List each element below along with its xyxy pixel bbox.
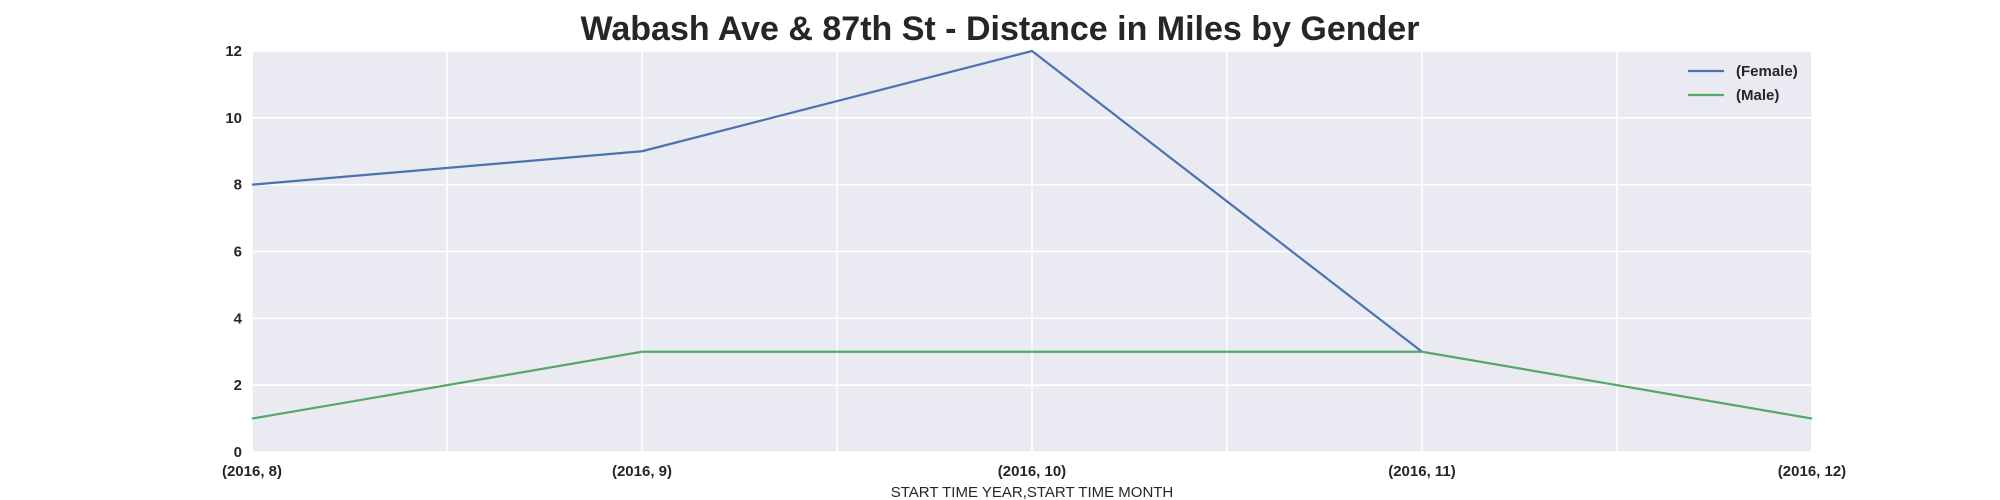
legend-label: (Male) [1736, 87, 1779, 104]
x-tick-label: (2016, 8) [222, 463, 282, 480]
y-tick-label: 0 [234, 444, 242, 461]
y-tick-label: 6 [234, 244, 242, 261]
y-tick-label: 10 [225, 110, 242, 127]
series-lines [251, 49, 1813, 420]
chart-title: Wabash Ave & 87th St - Distance in Miles… [580, 10, 1420, 48]
x-tick-label: (2016, 9) [612, 463, 672, 480]
y-tick-label: 4 [234, 310, 243, 327]
series-line [251, 49, 1423, 353]
y-tick-label: 8 [234, 177, 242, 194]
y-tick-label: 12 [225, 43, 242, 60]
series-line [251, 350, 1813, 420]
x-tick-label: (2016, 11) [1388, 463, 1456, 480]
x-tick-label: (2016, 10) [998, 463, 1066, 480]
x-axis-label: START TIME YEAR,START TIME MONTH [891, 484, 1174, 500]
legend: (Female) (Male) [1688, 63, 1798, 104]
x-tick-label: (2016, 12) [1778, 463, 1846, 480]
y-tick-label: 2 [234, 377, 242, 394]
legend-label: (Female) [1736, 63, 1798, 80]
tick-labels: 0 2 4 6 8 10 12 (2016, 8) (2016, 9) (2016, 10) (20… [222, 43, 1846, 480]
